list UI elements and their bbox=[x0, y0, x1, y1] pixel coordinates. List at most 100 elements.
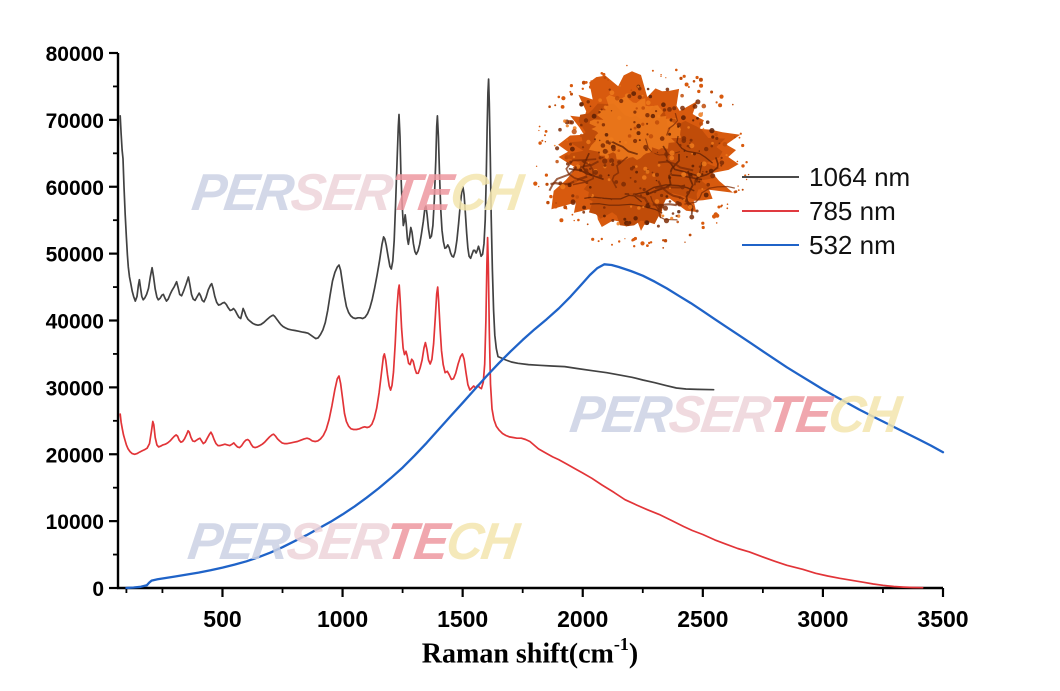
spectrum-line-1064nm bbox=[119, 78, 715, 391]
powder-speckle bbox=[633, 180, 637, 183]
powder-scatter-dot bbox=[570, 92, 573, 96]
powder-speckle bbox=[624, 179, 628, 183]
powder-crack bbox=[609, 139, 638, 156]
powder-scatter-dot bbox=[741, 188, 744, 191]
powder-speckle bbox=[633, 216, 638, 221]
powder-speckle bbox=[711, 141, 714, 145]
powder-scatter-dot bbox=[734, 190, 738, 193]
powder-scatter-dot bbox=[544, 130, 548, 133]
powder-speckle bbox=[719, 160, 725, 166]
powder-speckle bbox=[698, 112, 703, 117]
powder-speckle bbox=[696, 140, 701, 145]
powder-speckle bbox=[670, 216, 674, 220]
powder-scatter-dot bbox=[569, 84, 574, 88]
powder-scatter-dot bbox=[745, 161, 748, 164]
powder-speckle bbox=[598, 110, 601, 114]
y-tick-label: 40000 bbox=[46, 311, 104, 334]
powder-speckle bbox=[635, 170, 638, 174]
powder-speckle bbox=[609, 158, 615, 164]
powder-scatter-dot bbox=[544, 173, 549, 177]
powder-speckle bbox=[623, 217, 627, 221]
powder-speckle bbox=[698, 165, 702, 168]
powder-crack bbox=[584, 194, 643, 203]
powder-scatter-dot bbox=[715, 222, 718, 224]
powder-speckle bbox=[649, 202, 653, 206]
powder-speckle bbox=[645, 169, 650, 174]
powder-speckle bbox=[715, 136, 719, 140]
legend-item-785nm: 785 nm bbox=[742, 194, 910, 228]
powder-scatter-dot bbox=[684, 82, 689, 87]
powder-speckle bbox=[637, 85, 640, 88]
powder-speckle bbox=[657, 163, 661, 167]
y-tick-label: 20000 bbox=[46, 444, 104, 467]
powder-speckle bbox=[666, 171, 671, 175]
powder-speckle bbox=[701, 188, 704, 190]
powder-scatter-dot bbox=[555, 202, 558, 204]
powder-speckle bbox=[589, 105, 592, 108]
powder-speckle bbox=[611, 146, 616, 152]
powder-speckle bbox=[662, 108, 667, 112]
powder-scatter-dot bbox=[687, 86, 690, 88]
powder-scatter-dot bbox=[660, 75, 662, 78]
powder-speckle bbox=[675, 201, 680, 206]
powder-speckle bbox=[696, 116, 699, 120]
powder-speckle bbox=[603, 105, 608, 109]
powder-scatter-dot bbox=[662, 247, 665, 249]
powder-speckle bbox=[587, 162, 590, 164]
powder-speckle bbox=[710, 173, 716, 179]
powder-speckle bbox=[602, 158, 608, 164]
powder-speckle bbox=[646, 87, 650, 91]
powder-speckle bbox=[598, 139, 601, 142]
powder-speckle bbox=[646, 122, 649, 125]
powder-speckle bbox=[669, 187, 671, 190]
powder-scatter-dot bbox=[581, 80, 586, 85]
powder-speckle bbox=[630, 89, 633, 92]
powder-speckle bbox=[579, 102, 584, 107]
powder-speckle bbox=[701, 103, 707, 109]
spectrum-line-785nm bbox=[119, 236, 924, 589]
powder-speckle bbox=[637, 206, 641, 210]
powder-scatter-dot bbox=[741, 143, 745, 148]
powder-speckle bbox=[711, 135, 715, 139]
powder-speckle bbox=[600, 108, 603, 111]
powder-scatter-dot bbox=[586, 223, 589, 226]
powder-speckle bbox=[655, 179, 658, 182]
powder-speckle bbox=[633, 138, 638, 144]
powder-scatter-dot bbox=[538, 185, 540, 188]
powder-speckle bbox=[614, 180, 619, 184]
powder-speckle bbox=[617, 160, 622, 165]
y-tick-label: 0 bbox=[92, 578, 104, 601]
powder-speckle bbox=[705, 170, 708, 173]
powder-speckle bbox=[648, 134, 654, 139]
powder-speckle bbox=[686, 144, 689, 148]
powder-speckle bbox=[665, 195, 669, 198]
y-tick-label: 50000 bbox=[46, 244, 104, 267]
legend-label-1064nm: 1064 nm bbox=[809, 161, 911, 192]
powder-speckle bbox=[638, 166, 641, 170]
powder-speckle bbox=[598, 98, 602, 102]
powder-speckle bbox=[581, 146, 585, 149]
powder-scatter-dot bbox=[535, 165, 538, 167]
powder-scatter-dot bbox=[618, 240, 621, 243]
powder-speckle bbox=[705, 120, 710, 124]
powder-speckle bbox=[710, 144, 714, 148]
powder-speckle bbox=[722, 142, 728, 147]
powder-scatter-dot bbox=[649, 241, 653, 244]
powder-speckle bbox=[725, 154, 728, 157]
powder-speckle bbox=[627, 134, 632, 138]
powder-scatter-dot bbox=[675, 68, 678, 72]
powder-speckle bbox=[601, 156, 604, 159]
powder-speckle bbox=[718, 142, 721, 145]
powder-speckle bbox=[681, 115, 686, 121]
legend: 1064 nm 785 nm 532 nm bbox=[742, 160, 910, 262]
powder-scatter-dot bbox=[739, 132, 742, 135]
powder-speckle bbox=[634, 182, 637, 185]
powder-speckle bbox=[661, 102, 666, 107]
powder-scatter-dot bbox=[538, 129, 540, 132]
powder-speckle bbox=[689, 143, 695, 149]
powder-crack bbox=[676, 135, 714, 164]
powder-speckle bbox=[646, 100, 651, 105]
powder-scatter-dot bbox=[593, 78, 595, 81]
powder-crack bbox=[589, 203, 663, 214]
powder-speckle bbox=[598, 151, 600, 154]
